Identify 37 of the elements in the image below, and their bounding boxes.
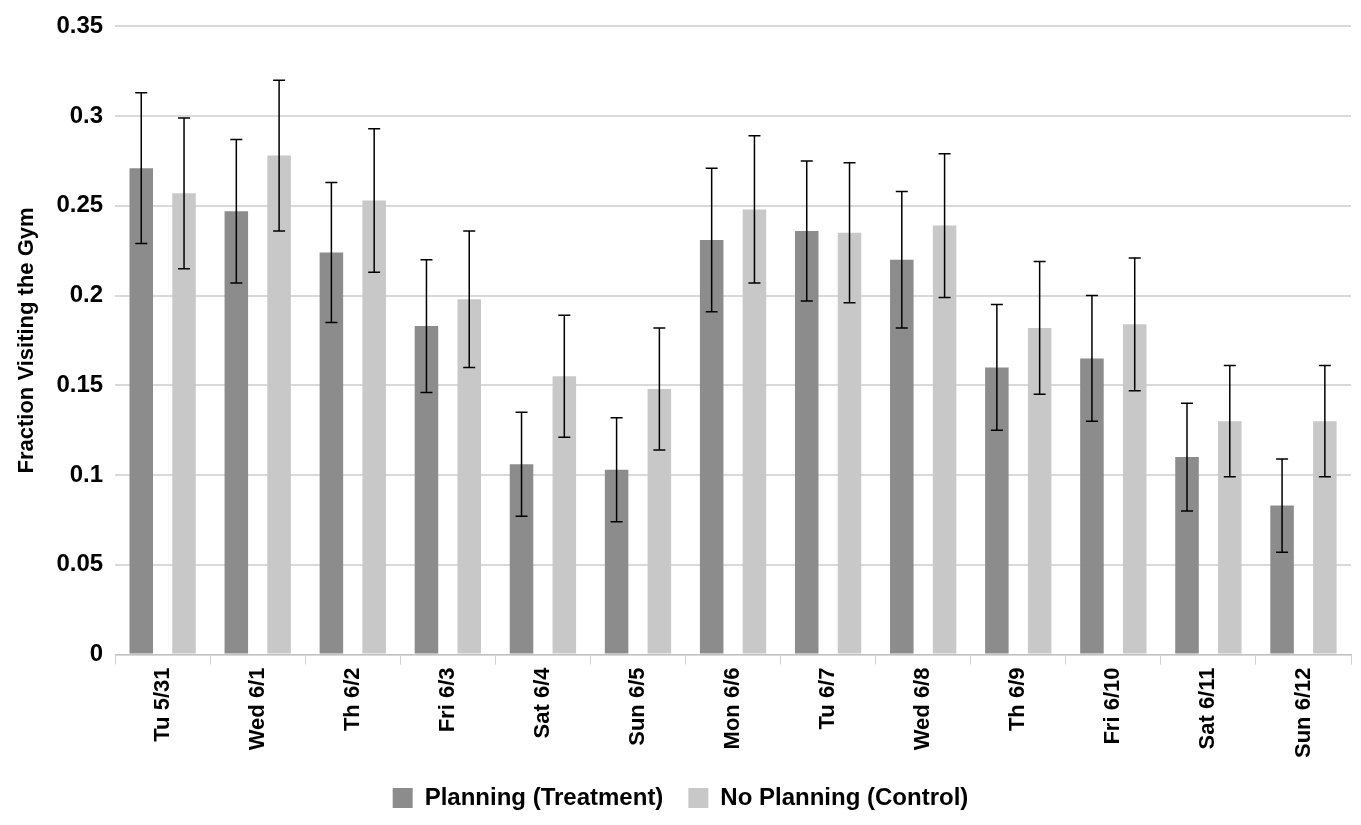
- y-tick-label: 0.1: [69, 459, 104, 487]
- y-tick-label: 0.3: [69, 100, 104, 128]
- y-tick-label: 0.35: [56, 11, 104, 39]
- bar: [985, 367, 1009, 654]
- x-tick-label: Sun 6/12: [1289, 667, 1315, 758]
- y-tick-label: 0.2: [69, 280, 104, 308]
- bar: [1270, 505, 1294, 654]
- y-tick-label: 0: [89, 639, 104, 667]
- bar: [319, 252, 344, 654]
- bar: [699, 239, 724, 654]
- bar: [1175, 457, 1199, 654]
- y-tick-label: 0.25: [56, 190, 104, 218]
- x-tick-label: Sat 6/4: [528, 666, 554, 739]
- x-tick-label: Wed 6/8: [909, 667, 935, 751]
- y-tick-label: 0.15: [56, 369, 104, 397]
- x-tick-label: Sun 6/5: [624, 667, 650, 746]
- x-tick-label: Sat 6/11: [1194, 667, 1220, 750]
- bar: [604, 469, 629, 654]
- bar: [129, 168, 154, 654]
- legend-label: No Planning (Control): [720, 782, 969, 810]
- y-axis-title: Fraction Visiting the Gym: [13, 207, 39, 474]
- bar: [794, 230, 819, 654]
- bar: [1080, 358, 1104, 654]
- bar: [509, 464, 534, 654]
- x-tick-label: Fri 6/3: [433, 667, 459, 733]
- x-tick-label: Tu 5/31: [148, 667, 174, 742]
- bar: [890, 259, 914, 654]
- x-tick-label: Th 6/2: [338, 667, 364, 732]
- bar: [414, 326, 439, 654]
- x-tick-label: Th 6/9: [1004, 667, 1030, 732]
- x-tick-label: Tu 6/7: [814, 667, 840, 730]
- x-tick-label: Mon 6/6: [719, 667, 745, 750]
- legend-label: Planning (Treatment): [424, 782, 664, 810]
- x-tick-label: Wed 6/1: [243, 667, 269, 751]
- y-tick-label: 0.05: [56, 549, 104, 577]
- bar: [224, 211, 249, 654]
- x-tick-label: Fri 6/10: [1099, 667, 1125, 745]
